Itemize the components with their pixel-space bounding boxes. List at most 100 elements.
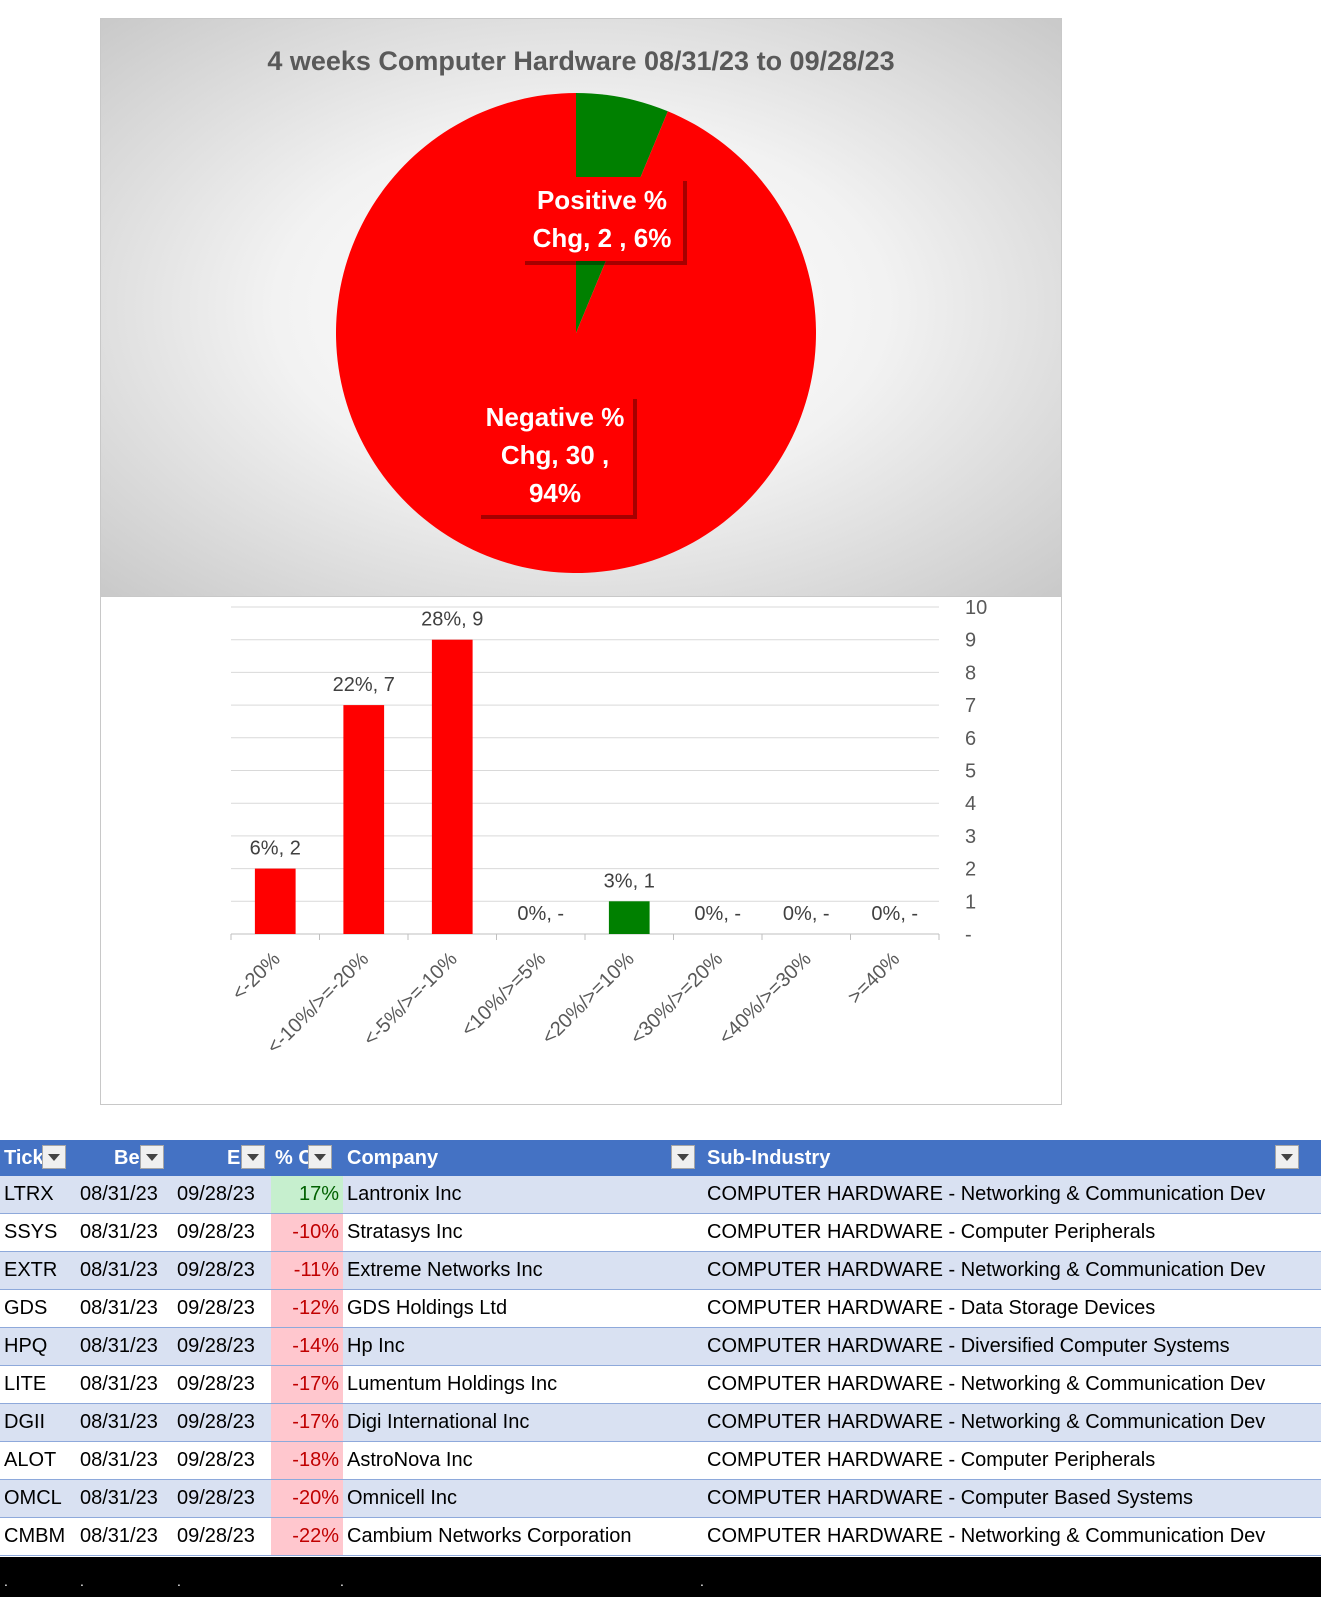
cell-company[interactable]: AstroNova Inc <box>343 1441 703 1480</box>
filter-dropdown-icon[interactable] <box>671 1145 695 1169</box>
bar-data-label: 0%, - <box>517 903 564 925</box>
filter-dropdown-icon[interactable] <box>1275 1145 1299 1169</box>
cell-begin-date[interactable]: 08/31/23 <box>76 1517 173 1556</box>
header-begin[interactable]: Be <box>76 1140 173 1176</box>
bar-data-label: 22%, 7 <box>333 674 395 696</box>
table-row: CMBM 08/31/23 09/28/23 -22% Cambium Networks… <box>0 1517 1321 1556</box>
pie-chart: 4 weeks Computer Hardware 08/31/23 to 09… <box>267 46 895 574</box>
cell-pct-change[interactable]: -18% <box>271 1441 343 1480</box>
pie-data-label: Negative % <box>486 402 625 432</box>
cell-end-date[interactable]: 09/28/23 <box>173 1479 271 1518</box>
footer-dot: . <box>80 1573 84 1589</box>
cell-sub-industry[interactable]: COMPUTER HARDWARE - Networking & Communi… <box>703 1176 1321 1214</box>
cell-company[interactable]: Lumentum Holdings Inc <box>343 1365 703 1404</box>
cell-company[interactable]: Digi International Inc <box>343 1403 703 1442</box>
table-row: OMCL 08/31/23 09/28/23 -20% Omnicell Inc COMP… <box>0 1479 1321 1518</box>
cell-begin-date[interactable]: 08/31/23 <box>76 1403 173 1442</box>
cell-sub-industry[interactable]: COMPUTER HARDWARE - Networking & Communi… <box>703 1517 1321 1556</box>
cell-begin-date[interactable]: 08/31/23 <box>76 1251 173 1290</box>
table-row: GDS 08/31/23 09/28/23 -12% GDS Holdings Ltd C… <box>0 1289 1321 1328</box>
cell-sub-industry[interactable]: COMPUTER HARDWARE - Networking & Communi… <box>703 1365 1321 1404</box>
cell-sub-industry[interactable]: COMPUTER HARDWARE - Data Storage Devices <box>703 1289 1321 1328</box>
x-tick-label: <10%/>=5% <box>457 948 550 1041</box>
cell-begin-date[interactable]: 08/31/23 <box>76 1441 173 1480</box>
cell-end-date[interactable]: 09/28/23 <box>173 1517 271 1556</box>
header-sub-industry[interactable]: Sub-Industry <box>703 1140 1321 1176</box>
pie-label-box <box>477 395 633 515</box>
cell-begin-date[interactable]: 08/31/23 <box>76 1289 173 1328</box>
cell-ticker[interactable]: CMBM <box>0 1517 76 1556</box>
cell-begin-date[interactable]: 08/31/23 <box>76 1365 173 1404</box>
cell-ticker[interactable]: ALOT <box>0 1441 76 1480</box>
x-tick-label: <-20% <box>228 948 285 1005</box>
cell-company[interactable]: GDS Holdings Ltd <box>343 1289 703 1328</box>
cell-company[interactable]: Extreme Networks Inc <box>343 1251 703 1290</box>
filter-dropdown-icon[interactable] <box>140 1145 164 1169</box>
bar-data-label: 6%, 2 <box>250 838 301 860</box>
filter-dropdown-icon[interactable] <box>42 1145 66 1169</box>
filter-dropdown-icon[interactable] <box>308 1145 332 1169</box>
cell-sub-industry[interactable]: COMPUTER HARDWARE - Networking & Communi… <box>703 1403 1321 1442</box>
cell-ticker[interactable]: OMCL <box>0 1479 76 1518</box>
x-tick-label: <30%/>=20% <box>626 948 727 1049</box>
cell-pct-change[interactable]: -14% <box>271 1327 343 1366</box>
table-row: LTRX 08/31/23 09/28/23 17% Lantronix Inc COMP… <box>0 1176 1321 1214</box>
cell-sub-industry[interactable]: COMPUTER HARDWARE - Networking & Communi… <box>703 1251 1321 1290</box>
table-row: HPQ 08/31/23 09/28/23 -14% Hp Inc COMPUTER HA… <box>0 1327 1321 1366</box>
cell-end-date[interactable]: 09/28/23 <box>173 1327 271 1366</box>
cell-end-date[interactable]: 09/28/23 <box>173 1441 271 1480</box>
cell-pct-change[interactable]: -11% <box>271 1251 343 1290</box>
cell-pct-change[interactable]: -10% <box>271 1213 343 1252</box>
cell-sub-industry[interactable]: COMPUTER HARDWARE - Diversified Computer… <box>703 1327 1321 1366</box>
header-pct-change[interactable]: % C <box>271 1140 343 1176</box>
header-company[interactable]: Company <box>343 1140 703 1176</box>
y-tick-label: 5 <box>965 761 976 783</box>
filter-dropdown-icon[interactable] <box>241 1145 265 1169</box>
cell-begin-date[interactable]: 08/31/23 <box>76 1327 173 1366</box>
cell-sub-industry[interactable]: COMPUTER HARDWARE - Computer Based Syste… <box>703 1479 1321 1518</box>
table-row: EXTR 08/31/23 09/28/23 -11% Extreme Networks… <box>0 1251 1321 1290</box>
cell-company[interactable]: Lantronix Inc <box>343 1176 703 1214</box>
cell-company[interactable]: Cambium Networks Corporation <box>343 1517 703 1556</box>
header-begin-label: Be <box>114 1146 140 1169</box>
cell-end-date[interactable]: 09/28/23 <box>173 1289 271 1328</box>
footer-dot: . <box>700 1573 704 1589</box>
cell-ticker[interactable]: DGII <box>0 1403 76 1442</box>
cell-ticker[interactable]: EXTR <box>0 1251 76 1290</box>
cell-company[interactable]: Hp Inc <box>343 1327 703 1366</box>
cell-company[interactable]: Stratasys Inc <box>343 1213 703 1252</box>
cell-pct-change[interactable]: 17% <box>271 1176 343 1214</box>
y-tick-label: 1 <box>965 891 976 913</box>
bar-data-label: 0%, - <box>871 903 918 925</box>
cell-end-date[interactable]: 09/28/23 <box>173 1251 271 1290</box>
cell-end-date[interactable]: 09/28/23 <box>173 1365 271 1404</box>
cell-sub-industry[interactable]: COMPUTER HARDWARE - Computer Peripherals <box>703 1213 1321 1252</box>
cell-end-date[interactable]: 09/28/23 <box>173 1213 271 1252</box>
cell-pct-change[interactable]: -17% <box>271 1403 343 1442</box>
cell-ticker[interactable]: GDS <box>0 1289 76 1328</box>
header-ticker-label: Tick <box>4 1146 44 1169</box>
cell-begin-date[interactable]: 08/31/23 <box>76 1479 173 1518</box>
cell-ticker[interactable]: LITE <box>0 1365 76 1404</box>
header-ticker[interactable]: Tick <box>0 1140 76 1176</box>
cell-pct-change[interactable]: -20% <box>271 1479 343 1518</box>
cell-ticker[interactable]: LTRX <box>0 1176 76 1214</box>
cell-end-date[interactable]: 09/28/23 <box>173 1403 271 1442</box>
cell-ticker[interactable]: HPQ <box>0 1327 76 1366</box>
cell-begin-date[interactable]: 08/31/23 <box>76 1176 173 1214</box>
header-end[interactable]: E <box>173 1140 271 1176</box>
bar-chart: 6%, 2 22%, 7 28%, 9 0%, - 3%, 1 0%, - 0%, - 0%,… <box>228 597 987 1058</box>
cell-pct-change[interactable]: -17% <box>271 1365 343 1404</box>
cell-begin-date[interactable]: 08/31/23 <box>76 1213 173 1252</box>
y-tick-label: 6 <box>965 728 976 750</box>
y-tick-label: 7 <box>965 695 976 717</box>
table-row: SSYS 08/31/23 09/28/23 -10% Stratasys Inc COM… <box>0 1213 1321 1252</box>
bar-data-label: 28%, 9 <box>421 609 483 631</box>
cell-sub-industry[interactable]: COMPUTER HARDWARE - Computer Peripherals <box>703 1441 1321 1480</box>
cell-end-date[interactable]: 09/28/23 <box>173 1176 271 1214</box>
cell-pct-change[interactable]: -12% <box>271 1289 343 1328</box>
cell-ticker[interactable]: SSYS <box>0 1213 76 1252</box>
cell-company[interactable]: Omnicell Inc <box>343 1479 703 1518</box>
pie-label-box <box>521 177 683 261</box>
cell-pct-change[interactable]: -22% <box>271 1517 343 1556</box>
